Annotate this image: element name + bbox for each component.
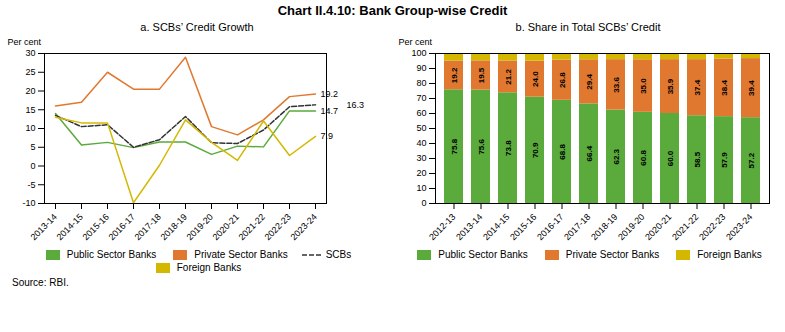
svg-text:2012-13: 2012-13 (427, 212, 457, 242)
svg-text:2021-22: 2021-22 (670, 212, 700, 242)
svg-text:37.4: 37.4 (693, 79, 702, 95)
svg-text:5: 5 (30, 142, 35, 152)
svg-text:2019-20: 2019-20 (616, 212, 646, 242)
svg-text:60: 60 (416, 108, 426, 118)
svg-text:20: 20 (416, 168, 426, 178)
svg-text:15: 15 (25, 105, 35, 115)
svg-text:30: 30 (25, 48, 35, 58)
svg-text:10: 10 (416, 183, 426, 193)
svg-text:2023-24: 2023-24 (724, 212, 754, 242)
html-text:Public Sector Banks: Public Sector Banks (66, 249, 157, 260)
html-text:b. Share in Total SCBs’ Credit: b. Share in Total SCBs’ Credit (515, 21, 661, 33)
svg-text:2020-21: 2020-21 (211, 212, 241, 242)
svg-text:62.3: 62.3 (612, 148, 621, 164)
svg-text:2023-24: 2023-24 (289, 212, 319, 242)
svg-text:2020-21: 2020-21 (643, 212, 673, 242)
svg-text:2018-19: 2018-19 (589, 212, 619, 242)
svg-text:58.5: 58.5 (693, 151, 702, 167)
svg-text:2014-15: 2014-15 (55, 212, 85, 242)
svg-text:25: 25 (25, 67, 35, 77)
html-text:Foreign Banks: Foreign Banks (176, 262, 242, 273)
svg-text:19.2: 19.2 (321, 89, 339, 99)
svg-text:100: 100 (411, 48, 426, 58)
svg-text:60.8: 60.8 (639, 150, 648, 166)
svg-text:2013-14: 2013-14 (29, 212, 59, 242)
svg-text:90: 90 (416, 63, 426, 73)
svg-text:2021-22: 2021-22 (237, 212, 267, 242)
svg-text:60.0: 60.0 (666, 150, 675, 166)
svg-text:70: 70 (416, 93, 426, 103)
svg-text:19.5: 19.5 (477, 67, 486, 83)
svg-text:68.8: 68.8 (558, 144, 567, 160)
svg-text:21.2: 21.2 (504, 69, 513, 85)
svg-text:2019-20: 2019-20 (185, 212, 215, 242)
svg-text:2022-23: 2022-23 (697, 212, 727, 242)
svg-text:2022-23: 2022-23 (263, 212, 293, 242)
svg-text:26.8: 26.8 (558, 72, 567, 88)
svg-text:0: 0 (421, 198, 426, 208)
svg-text:38.4: 38.4 (720, 80, 729, 96)
svg-text:75.6: 75.6 (477, 138, 486, 154)
svg-text:66.4: 66.4 (585, 145, 594, 161)
svg-text:35.0: 35.0 (639, 78, 648, 94)
svg-text:35.9: 35.9 (666, 78, 675, 94)
svg-text:75.8: 75.8 (450, 138, 459, 154)
html-text:Source: RBI.: Source: RBI. (12, 277, 69, 288)
svg-text:50: 50 (416, 123, 426, 133)
html-text:a. SCBs’ Credit Growth: a. SCBs’ Credit Growth (140, 21, 254, 33)
svg-text:2017-18: 2017-18 (133, 212, 163, 242)
html-text:Public Sector Banks: Public Sector Banks (438, 249, 528, 260)
svg-text:39.4: 39.4 (747, 80, 756, 96)
html-text:Private Sector Banks: Private Sector Banks (565, 249, 660, 260)
svg-text:2014-15: 2014-15 (481, 212, 511, 242)
html-text:Chart II.4.10: Bank Group-wise: Chart II.4.10: Bank Group-wise Credit (277, 3, 508, 18)
svg-text:29.4: 29.4 (585, 74, 594, 90)
svg-text:57.2: 57.2 (747, 152, 756, 168)
svg-text:57.9: 57.9 (720, 152, 729, 168)
svg-text:2015-16: 2015-16 (508, 212, 538, 242)
html-text:Private Sector Banks: Private Sector Banks (194, 249, 288, 260)
svg-text:0: 0 (30, 161, 35, 171)
svg-text:14.7: 14.7 (321, 106, 339, 116)
svg-text:80: 80 (416, 78, 426, 88)
svg-text:2015-16: 2015-16 (81, 212, 111, 242)
svg-text:Per cent: Per cent (8, 37, 42, 47)
html-text:Foreign Banks: Foreign Banks (697, 249, 762, 260)
svg-text:33.6: 33.6 (612, 77, 621, 93)
svg-text:20: 20 (25, 86, 35, 96)
svg-text:40: 40 (416, 138, 426, 148)
svg-text:70.9: 70.9 (531, 142, 540, 158)
svg-text:2013-14: 2013-14 (454, 212, 484, 242)
svg-text:2016-17: 2016-17 (107, 212, 137, 242)
svg-text:16.3: 16.3 (347, 100, 365, 110)
svg-text:30: 30 (416, 153, 426, 163)
svg-text:19.2: 19.2 (450, 67, 459, 83)
svg-text:73.8: 73.8 (504, 140, 513, 156)
svg-text:2017-18: 2017-18 (562, 212, 592, 242)
svg-text:-5: -5 (27, 180, 35, 190)
html-text:SCBs: SCBs (325, 249, 352, 260)
svg-text:2018-19: 2018-19 (159, 212, 189, 242)
svg-text:24.0: 24.0 (531, 71, 540, 87)
svg-text:10: 10 (25, 123, 35, 133)
svg-text:2016-17: 2016-17 (535, 212, 565, 242)
svg-text:-10: -10 (22, 198, 35, 208)
svg-text:7.9: 7.9 (321, 131, 334, 141)
svg-text:Per cent: Per cent (399, 37, 433, 47)
